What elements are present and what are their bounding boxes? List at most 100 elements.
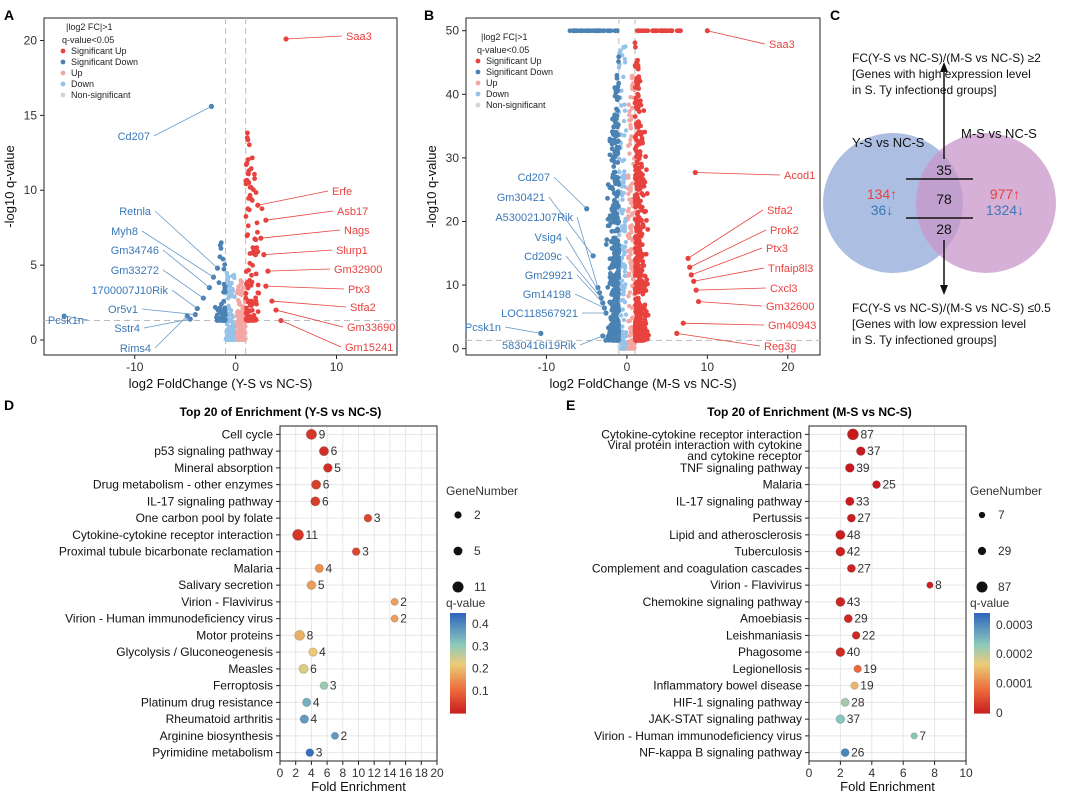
colorbar-segment [450, 688, 466, 692]
point-sig-down [616, 145, 622, 151]
gene-label-up: Ptx3 [348, 284, 370, 296]
size-legend-value: 7 [998, 508, 1005, 522]
gene-label-down: Sstr4 [114, 323, 140, 335]
bubble [835, 596, 846, 607]
x-axis-title: Fold Enrichment [840, 779, 935, 794]
point-sig-down [612, 155, 617, 160]
term-label: JAK-STAT signaling pathway [649, 712, 802, 726]
point-down [620, 337, 625, 343]
x-tick-label: 10 [701, 360, 715, 374]
colorbar-segment [974, 625, 990, 629]
point-sig-up [644, 191, 650, 196]
gene-label-up: Stfa2 [350, 302, 376, 314]
colorbar-segment [974, 650, 990, 654]
point-sig-down [612, 235, 618, 241]
point-down [229, 281, 234, 286]
colorbar-segment [450, 658, 466, 662]
colorbar-segment [974, 700, 990, 704]
label-leader-down [154, 315, 188, 349]
term-label: Proximal tubule bicarbonate reclamation [59, 545, 273, 559]
term-label: Chemokine signaling pathway [643, 595, 802, 609]
point-sig-up [246, 171, 251, 177]
point-sig-up [243, 162, 249, 168]
bubble [843, 614, 853, 624]
point-sig-up [249, 155, 255, 161]
x-tick-label: 10 [959, 766, 973, 780]
gene-label-down: 5830416I19Rik [502, 340, 577, 352]
venn-arrow-down-head [940, 285, 948, 295]
point-down [231, 327, 236, 333]
size-legend-dot [976, 581, 988, 593]
point-sig-down [616, 268, 621, 274]
point-sig-up [643, 309, 649, 314]
term-label: Pyrimidine metabolism [152, 746, 273, 760]
point-sig-up [635, 209, 641, 215]
point-sig-up [245, 232, 251, 238]
term-label: Rheumatoid arthritis [166, 712, 273, 726]
colorbar-segment [974, 620, 990, 624]
bubble [872, 480, 881, 490]
point-sig-up [639, 217, 644, 223]
point-sig-up [247, 192, 253, 198]
label-leader-up [707, 30, 766, 45]
point-sig-up [641, 183, 647, 189]
point-down [621, 74, 626, 80]
point-sig-up [640, 322, 646, 327]
label-leader-down [576, 274, 604, 304]
legend-q-rule: q-value<0.05 [477, 45, 529, 55]
point-sig-up [637, 243, 643, 248]
term-label: TNF signaling pathway [680, 461, 802, 475]
point-up [627, 303, 632, 309]
x-tick-label: 0 [806, 766, 813, 780]
colorbar-segment [974, 680, 990, 684]
label-leader-up [689, 229, 767, 268]
point-sig-down [609, 146, 615, 152]
colorbar-segment [974, 673, 990, 677]
point-down [232, 294, 237, 300]
gene-count-label: 37 [867, 444, 881, 458]
point-sig-up [644, 218, 649, 223]
term-label: Drug metabolism - other enzymes [93, 478, 273, 492]
y-axis-title: -log10 q-value [2, 145, 17, 227]
colorbar-segment [974, 685, 990, 689]
label-leader-down [565, 236, 600, 293]
gene-count-label: 27 [857, 561, 871, 575]
colorbar-segment [450, 623, 466, 627]
y-tick-label: 0 [30, 333, 37, 347]
point-sig-up [249, 279, 255, 285]
point-down [620, 324, 625, 329]
legend-swatch [475, 102, 481, 108]
point-sig-up [246, 267, 251, 273]
point-sig-up [635, 203, 641, 209]
gene-label-up: Slurp1 [336, 245, 368, 257]
colorbar-segment [974, 633, 990, 637]
colorbar-segment [974, 638, 990, 642]
label-leader-up [257, 190, 329, 206]
point-sig-up [632, 40, 638, 46]
point-down [617, 169, 622, 175]
colorbar-segment [974, 630, 990, 634]
point-up [234, 313, 239, 318]
term-label: Lipid and atherosclerosis [669, 528, 802, 542]
point-sig-up [643, 288, 649, 294]
colorbar-segment [974, 665, 990, 669]
colorbar-segment [974, 653, 990, 657]
point-down [621, 180, 626, 185]
point-down [623, 128, 629, 133]
point-sig-down [611, 124, 617, 129]
gene-count-label: 3 [316, 746, 323, 760]
point-down [230, 322, 236, 327]
point-sig-up [643, 154, 648, 159]
point-sig-down [610, 282, 616, 288]
x-tick-label: -10 [538, 360, 556, 374]
y-tick-label: 20 [24, 33, 38, 47]
gene-label-up: Gm15241 [345, 342, 393, 354]
bubble [835, 546, 846, 557]
legend-swatch [60, 92, 66, 98]
point-sig-down [614, 299, 620, 304]
legend-swatch [60, 59, 66, 65]
point-sig-up [634, 154, 639, 160]
x-tick-label: 20 [781, 360, 795, 374]
gene-count-label: 7 [919, 729, 926, 743]
chart-title: Top 20 of Enrichment (Y-S vs NC-S) [180, 405, 382, 419]
